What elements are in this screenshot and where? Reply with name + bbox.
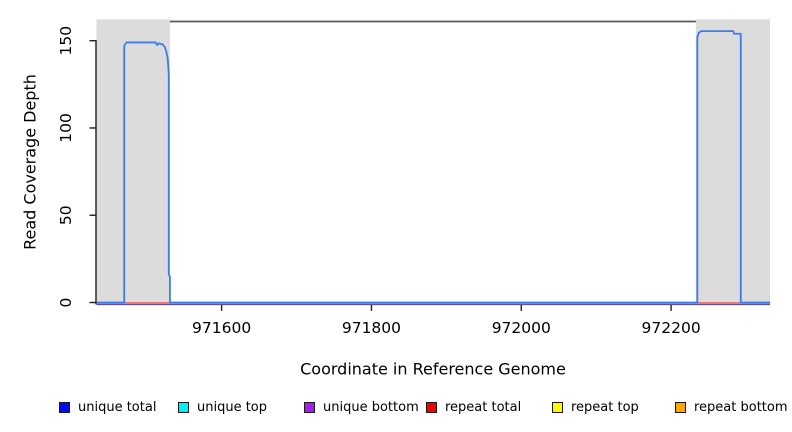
y-tick-label-150: 150 bbox=[57, 26, 75, 56]
y-tick-label-0: 0 bbox=[57, 298, 75, 308]
x-tick-label-971600: 971600 bbox=[192, 319, 251, 337]
y-tick-label-100: 100 bbox=[57, 113, 75, 143]
repeat-region-right bbox=[695, 19, 770, 304]
x-tick-label-972000: 972000 bbox=[492, 319, 551, 337]
x-tick-label-972200: 972200 bbox=[642, 319, 701, 337]
x-tick-label-971800: 971800 bbox=[342, 319, 401, 337]
repeat-region-left bbox=[96, 19, 170, 304]
x-axis-title: Coordinate in Reference Genome bbox=[300, 359, 566, 379]
y-axis-title: Read Coverage Depth bbox=[20, 74, 40, 250]
series-unique-total bbox=[96, 30, 770, 304]
y-tick-label-50: 50 bbox=[57, 205, 75, 225]
